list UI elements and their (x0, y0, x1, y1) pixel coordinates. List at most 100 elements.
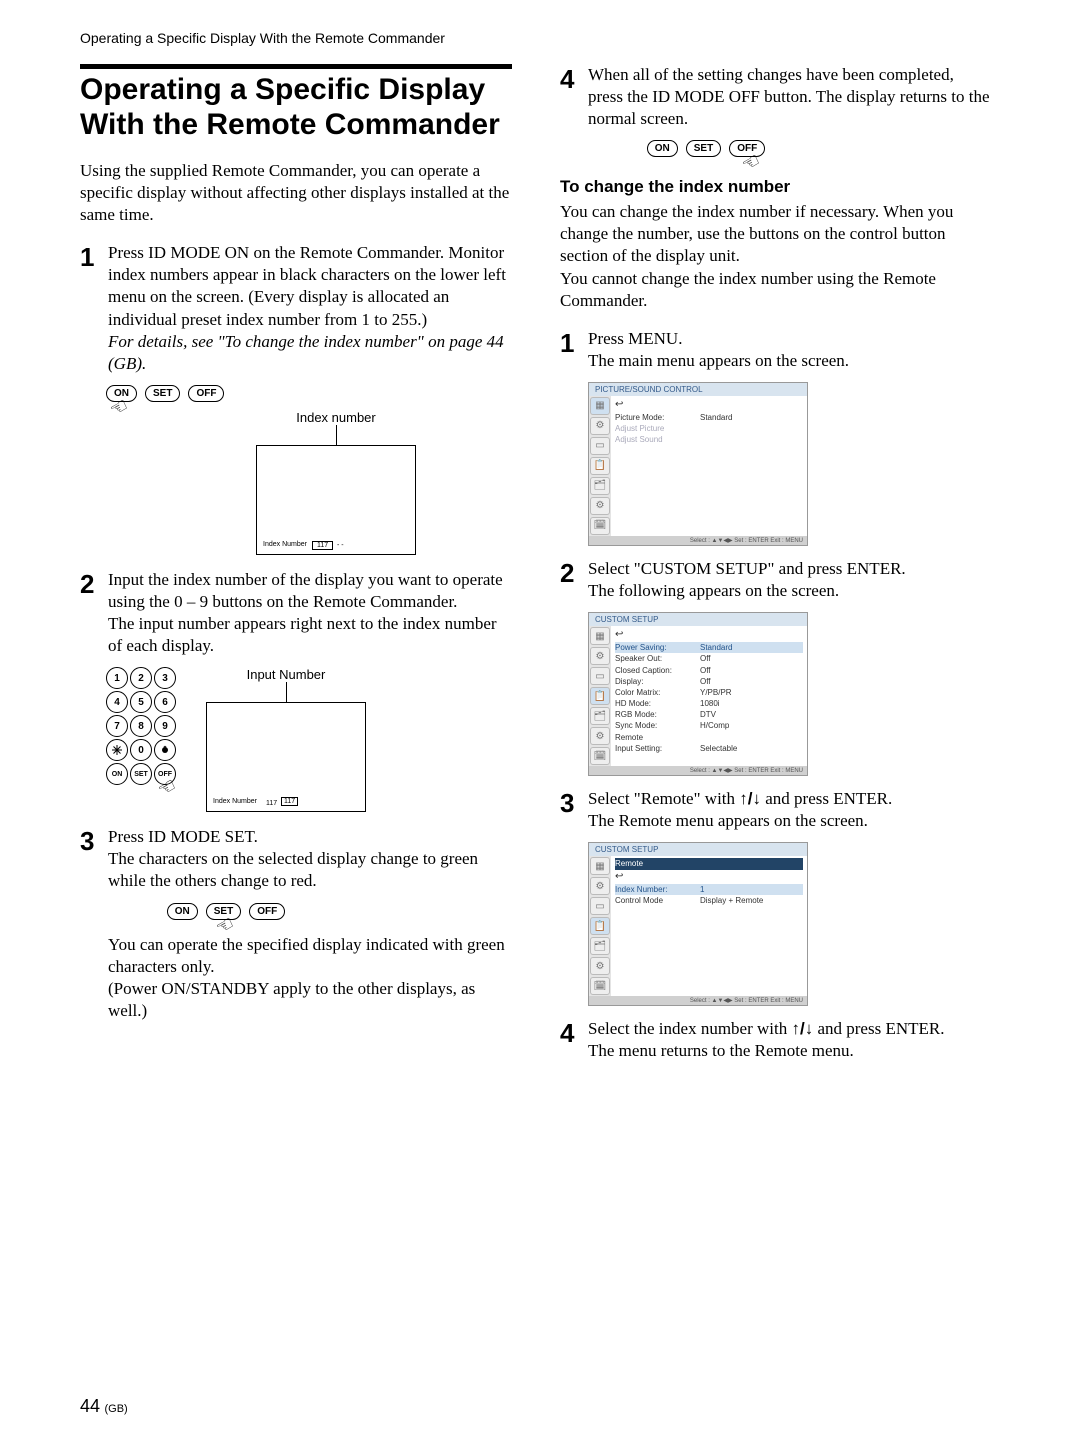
step-text: The characters on the selected display c… (108, 849, 478, 890)
menu-val: Y/PB/PR (700, 687, 803, 698)
step-text: Press MENU. (588, 329, 682, 348)
menu-key: RGB Mode: (615, 709, 700, 720)
title-rule (80, 64, 512, 69)
menu-val: DTV (700, 709, 803, 720)
running-header: Operating a Specific Display With the Re… (80, 30, 1000, 46)
screen-index-value: 117 (262, 800, 281, 807)
menu-sidebar-icons: ▦⚙▭📋🗂⚙🗓 (589, 626, 611, 766)
menu-screenshot-1: PICTURE/SOUND CONTROL ▦⚙▭📋🗂⚙🗓 ↩ Picture … (588, 382, 808, 546)
page-region: (GB) (104, 1403, 127, 1415)
rstep-3: 3 Select "Remote" with ↑/↓ and press ENT… (560, 788, 992, 832)
menu-val: 1080i (700, 698, 803, 709)
menu-key: Control Mode (615, 895, 700, 906)
menu-val: Standard (700, 642, 803, 653)
menu-key: Index Number: (615, 884, 700, 895)
menu-footer: Select : ▲▼◀▶ Set : ENTER Exit : MENU (589, 996, 807, 1005)
key-3: 3 (154, 667, 176, 689)
menu-val: Off (700, 676, 803, 687)
menu-val: Standard (700, 412, 803, 423)
step-text: (Power ON/STANDBY apply to the other dis… (108, 979, 475, 1020)
menu-key: Power Saving: (615, 642, 700, 653)
step-number: 2 (560, 558, 588, 586)
arrow-up-down-icon: ↑/↓ (791, 1019, 813, 1038)
menu-val: Selectable (700, 743, 803, 754)
figure-buttons-4: ON SET OFF ☜ (586, 140, 992, 157)
step-text: The Remote menu appears on the screen. (588, 811, 868, 830)
intro-text: Using the supplied Remote Commander, you… (80, 160, 512, 226)
key-on: ON (106, 763, 128, 785)
menu-panel: Remote (615, 858, 700, 869)
step-text: The following appears on the screen. (588, 581, 839, 600)
set-button: SET (145, 385, 180, 402)
key-6: 6 (154, 691, 176, 713)
menu-key: Color Matrix: (615, 687, 700, 698)
sub-intro: You can change the index number if neces… (560, 201, 992, 311)
step-number: 2 (80, 569, 108, 597)
key-star (106, 739, 128, 761)
menu-val: 1 (700, 884, 803, 895)
input-number-label: Input Number (206, 667, 366, 682)
screen-preview: Index Number 117 117 (206, 702, 366, 812)
menu-key: HD Mode: (615, 698, 700, 709)
menu-title: PICTURE/SOUND CONTROL (589, 383, 807, 396)
off-button: OFF (249, 903, 285, 920)
menu-val: Off (700, 653, 803, 664)
screen-input-value: 117 (281, 797, 298, 806)
step-number: 4 (560, 1018, 588, 1046)
step-text: The menu returns to the Remote menu. (588, 1041, 854, 1060)
step-4: 4 When all of the setting changes have b… (560, 64, 992, 130)
key-0: 0 (130, 739, 152, 761)
menu-key: Picture Mode: (615, 412, 700, 423)
menu-screenshot-3: CUSTOM SETUP ▦⚙▭📋🗂⚙🗓 Remote ↩ Index Numb… (588, 842, 808, 1006)
key-8: 8 (130, 715, 152, 737)
menu-key: Remote (615, 732, 700, 743)
key-set: SET (130, 763, 152, 785)
step-note: For details, see "To change the index nu… (108, 332, 504, 373)
step-number: 4 (560, 64, 588, 92)
step-number: 1 (80, 242, 108, 270)
step-text: The main menu appears on the screen. (588, 351, 849, 370)
screen-index-value: 117 (312, 541, 333, 550)
menu-footer: Select : ▲▼◀▶ Set : ENTER Exit : MENU (589, 766, 807, 775)
menu-key: Closed Caption: (615, 665, 700, 676)
menu-key: Display: (615, 676, 700, 687)
step-text: and press ENTER. (761, 789, 892, 808)
menu-screenshot-2: CUSTOM SETUP ▦⚙▭📋🗂⚙🗓 ↩ Power Saving:Stan… (588, 612, 808, 776)
step-text: When all of the setting changes have bee… (588, 64, 992, 130)
menu-val: Display + Remote (700, 895, 803, 906)
menu-title: CUSTOM SETUP (589, 843, 807, 856)
figure-buttons-3: ON SET OFF ☜ (106, 903, 512, 920)
step-text: Input the index number of the display yo… (108, 570, 503, 611)
menu-key: Speaker Out: (615, 653, 700, 664)
key-9: 9 (154, 715, 176, 737)
figure-keypad: 1 2 3 4 5 6 7 8 9 0 ON SET OFF ☜ (106, 667, 512, 812)
menu-sidebar-icons: ▦⚙▭📋🗂⚙🗓 (589, 396, 611, 536)
rstep-2: 2 Select "CUSTOM SETUP" and press ENTER.… (560, 558, 992, 602)
figure-buttons-1: ON SET OFF ☜ Index number Index Number 1… (106, 385, 512, 555)
arrow-up-down-icon: ↑/↓ (739, 789, 761, 808)
menu-key: Adjust Picture (615, 423, 700, 434)
step-text: and press ENTER. (813, 1019, 944, 1038)
key-4: 4 (106, 691, 128, 713)
subheading: To change the index number (560, 177, 992, 197)
key-1: 1 (106, 667, 128, 689)
on-button: ON (167, 903, 198, 920)
step-text: You can operate the specified display in… (108, 935, 505, 976)
page-footer: 44 (GB) (80, 1396, 128, 1417)
menu-val: Off (700, 665, 803, 676)
step-3: 3 Press ID MODE SET. The characters on t… (80, 826, 512, 892)
menu-key: Input Setting: (615, 743, 700, 754)
step-text: Select "Remote" with (588, 789, 739, 808)
step-1: 1 Press ID MODE ON on the Remote Command… (80, 242, 512, 375)
menu-key: Sync Mode: (615, 720, 700, 731)
off-button: OFF (188, 385, 224, 402)
menu-sidebar-icons: ▦⚙▭📋🗂⚙🗓 (589, 856, 611, 996)
screen-index-label: Index Number (263, 541, 307, 548)
keypad: 1 2 3 4 5 6 7 8 9 0 ON SET OFF (106, 667, 176, 785)
step-number: 1 (560, 328, 588, 356)
step-text: Press ID MODE SET. (108, 827, 258, 846)
key-2: 2 (130, 667, 152, 689)
menu-val: H/Comp (700, 720, 803, 731)
step-2: 2 Input the index number of the display … (80, 569, 512, 657)
right-column: 4 When all of the setting changes have b… (560, 64, 992, 1073)
